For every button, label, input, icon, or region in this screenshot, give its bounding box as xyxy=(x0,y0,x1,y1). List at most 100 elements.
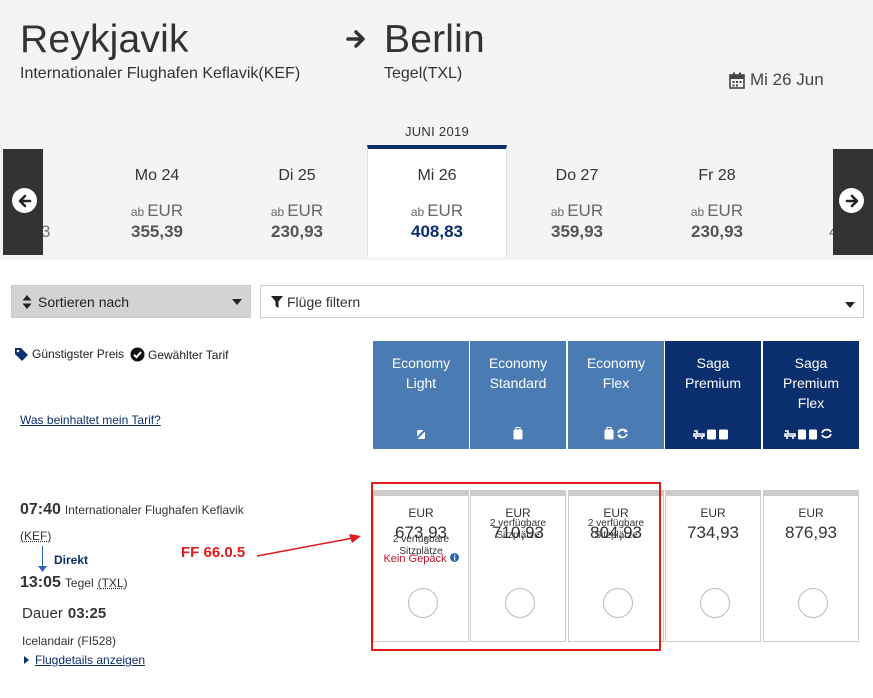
price-amount: 876,93 xyxy=(785,523,837,542)
info-icon[interactable] xyxy=(449,553,459,562)
arrival-time: 13:05 xyxy=(20,574,61,591)
legend-selected: Gewählter Tarif xyxy=(130,347,228,362)
baggage-icon xyxy=(470,426,566,446)
day-option-do-27[interactable]: Do 27 ab EUR 359,93 xyxy=(507,149,647,257)
price-tag-icon xyxy=(15,348,28,361)
day-label: Di 25 xyxy=(278,167,316,184)
check-circle-icon xyxy=(130,347,145,362)
no-baggage-icon xyxy=(373,426,469,446)
price-amount: 673,93 xyxy=(395,523,447,542)
currency-label: EUR xyxy=(408,506,434,520)
fare-header-saga-premium-flex[interactable]: Saga Premium Flex xyxy=(763,341,859,449)
travel-date: Mi 26 Jun xyxy=(729,70,824,90)
currency-label: EUR xyxy=(567,201,604,220)
currency-label: EUR xyxy=(505,506,531,520)
fare-header-economy-flex[interactable]: Economy Flex xyxy=(568,341,664,449)
arrow-down-icon xyxy=(38,566,47,572)
fare-name: Economy Standard xyxy=(488,355,548,391)
tariff-info-link[interactable]: Was beinhaltet mein Tarif? xyxy=(20,413,161,427)
sort-dropdown[interactable]: Sortieren nach xyxy=(11,285,251,318)
arrow-right-circle-icon xyxy=(839,188,864,213)
date-label: Mi 26 Jun xyxy=(750,70,824,89)
day-option-fr-28[interactable]: Fr 28 ab EUR 230,93 xyxy=(647,149,787,257)
currency-label: EUR xyxy=(798,506,824,520)
departure-airport: Internationaler Flughafen Keflavik xyxy=(64,503,244,517)
fare-name: Saga Premium Flex xyxy=(782,355,839,411)
price-cell-saga-premium-flex[interactable]: EUR 876,93 xyxy=(763,490,859,642)
day-price: 408,83 xyxy=(411,222,463,241)
day-price: 230,93 xyxy=(691,222,743,241)
day-price: 359,93 xyxy=(551,222,603,241)
origin-city: Reykjavik xyxy=(20,18,189,61)
prev-days-button[interactable] xyxy=(3,149,43,255)
ab-label: ab xyxy=(130,205,145,219)
chevron-down-icon xyxy=(845,302,855,308)
sort-icon xyxy=(22,294,32,309)
seats-available: 2 verfügbare Sitzplätze xyxy=(392,534,450,557)
filter-dropdown[interactable]: Flüge filtern xyxy=(260,285,864,318)
chevron-right-icon xyxy=(24,656,29,664)
select-fare-radio[interactable] xyxy=(505,588,535,618)
departure-code: (KEF) xyxy=(20,529,52,543)
legend-cheapest-label: Günstigster Preis xyxy=(32,347,125,361)
currency-label: EUR xyxy=(147,201,184,220)
currency-label: EUR xyxy=(287,201,324,220)
annotation-highlight-box xyxy=(371,482,661,651)
duration-label: Dauer xyxy=(22,605,63,622)
arrow-right-icon xyxy=(346,30,365,48)
fare-name: Saga Premium xyxy=(684,355,741,391)
carrier-label: Icelandair (FI528) xyxy=(22,634,117,648)
fare-header-economy-standard[interactable]: Economy Standard xyxy=(470,341,566,449)
seats-available: 2 verfügbare Sitzplätze xyxy=(587,518,645,541)
ab-label: ab xyxy=(410,205,425,219)
duration-value: 03:25 xyxy=(67,605,107,622)
origin-airport: Internationaler Flughafen Keflavik(KEF) xyxy=(20,65,301,82)
sort-label: Sortieren nach xyxy=(38,293,130,310)
fare-name: Economy Flex xyxy=(586,355,646,391)
day-label: Fr 28 xyxy=(698,167,736,184)
currency-label: EUR xyxy=(427,201,464,220)
price-cell-economy-light[interactable]: EUR 673,93 2 verfügbare Sitzplätze Kein … xyxy=(373,490,469,642)
currency-label: EUR xyxy=(700,506,726,520)
flight-details-link[interactable]: Flugdetails anzeigen xyxy=(24,653,145,667)
day-label: Mo 24 xyxy=(134,167,180,184)
day-label: Do 27 xyxy=(555,167,599,184)
price-amount: 804,93 xyxy=(590,523,642,542)
calendar-icon xyxy=(729,72,745,89)
partial-day-left: 3 xyxy=(41,222,51,241)
next-days-button[interactable] xyxy=(833,149,873,255)
day-price: 355,39 xyxy=(131,222,183,241)
seat-baggage-icons xyxy=(665,426,761,446)
select-fare-radio[interactable] xyxy=(798,588,828,618)
departure-row: 07:40 Internationaler Flughafen Keflavik xyxy=(20,501,244,519)
price-cell-saga-premium[interactable]: EUR 734,93 xyxy=(665,490,761,642)
annotation-arrow-icon xyxy=(256,534,361,557)
currency-label: EUR xyxy=(603,506,629,520)
price-cell-economy-flex[interactable]: EUR 804,93 2 verfügbare Sitzplätze xyxy=(568,490,664,642)
filter-icon xyxy=(271,295,283,308)
select-fare-radio[interactable] xyxy=(700,588,730,618)
flight-details-label: Flugdetails anzeigen xyxy=(35,653,146,667)
select-fare-radio[interactable] xyxy=(408,588,438,618)
select-fare-radio[interactable] xyxy=(603,588,633,618)
arrival-airport: Tegel xyxy=(64,576,94,590)
fare-header-economy-light[interactable]: Economy Light xyxy=(373,341,469,449)
fare-name: Economy Light xyxy=(391,355,451,391)
seats-available: 2 verfügbare Sitzplätze xyxy=(489,518,547,541)
destination-airport: Tegel(TXL) xyxy=(384,65,463,82)
price-cell-economy-standard[interactable]: EUR 710,93 2 verfügbare Sitzplätze xyxy=(470,490,566,642)
arrival-row: 13:05 Tegel (TXL) xyxy=(20,574,128,592)
destination-city: Berlin xyxy=(384,18,485,61)
legend-cheapest: Günstigster Preis xyxy=(14,347,124,361)
price-amount: 734,93 xyxy=(687,523,739,542)
legend-selected-label: Gewählter Tarif xyxy=(148,347,229,362)
seat-baggage-change-icons xyxy=(763,426,859,446)
filter-label: Flüge filtern xyxy=(287,293,361,310)
arrow-left-icon xyxy=(12,188,37,213)
ab-label: ab xyxy=(550,205,565,219)
day-option-di-25[interactable]: Di 25 ab EUR 230,93 xyxy=(227,149,367,257)
day-option-mi-26-selected[interactable]: Mi 26 ab EUR 408,83 xyxy=(367,145,507,257)
day-option-mo-24[interactable]: Mo 24 ab EUR 355,39 xyxy=(87,149,227,257)
duration-row: Dauer 03:25 xyxy=(22,605,106,622)
fare-header-saga-premium[interactable]: Saga Premium xyxy=(665,341,761,449)
